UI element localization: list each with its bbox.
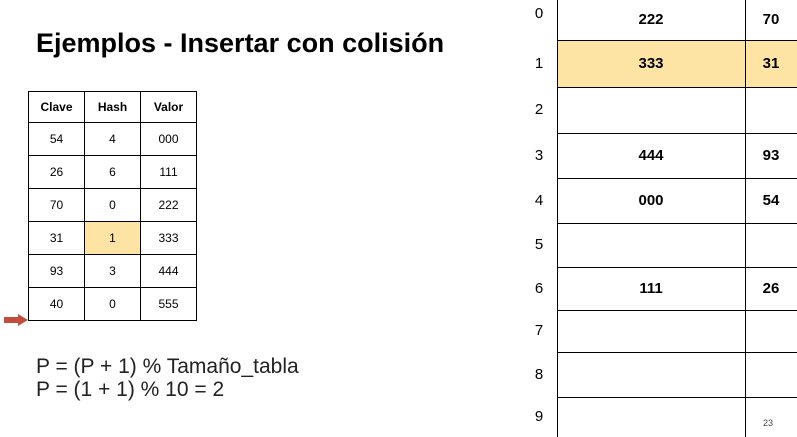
cell-valor: 111 — [140, 155, 197, 189]
cell-hash: 4 — [84, 122, 141, 156]
cell-hash: 0 — [84, 188, 141, 222]
slot-key: 93 — [762, 146, 780, 164]
slot-divider — [557, 87, 797, 88]
slot-divider — [557, 310, 797, 311]
slot-divider — [557, 267, 797, 268]
header-clave: Clave — [28, 91, 85, 123]
slot-value: 333 — [638, 54, 664, 72]
slot-key: 31 — [762, 54, 780, 72]
cell-valor: 444 — [140, 254, 197, 288]
table-header-row: Clave Hash Valor — [28, 91, 197, 123]
slot-index: 8 — [534, 365, 544, 383]
column-divider — [745, 0, 746, 437]
cell-clave: 40 — [28, 287, 85, 321]
cell-valor: 222 — [140, 188, 197, 222]
table-row: 70 0 222 — [28, 188, 197, 222]
slot-divider — [557, 223, 797, 224]
slot-divider — [557, 352, 797, 353]
cell-hash: 6 — [84, 155, 141, 189]
formula-example: P = (1 + 1) % 10 = 2 — [36, 378, 225, 401]
column-divider — [557, 0, 558, 437]
header-valor: Valor — [140, 91, 197, 123]
slot-value: 000 — [638, 191, 664, 209]
cell-clave: 31 — [28, 221, 85, 255]
slot-value: 444 — [638, 146, 664, 164]
slot-key: 70 — [762, 11, 780, 28]
cell-valor: 333 — [140, 221, 197, 255]
table-row: 54 4 000 — [28, 122, 197, 156]
cell-hash: 0 — [84, 287, 141, 321]
slot-index: 5 — [534, 236, 544, 253]
cell-clave: 70 — [28, 188, 85, 222]
slot-highlight — [558, 41, 797, 87]
page-number: 23 — [763, 418, 774, 428]
slot-index: 9 — [534, 408, 544, 425]
cell-valor: 555 — [140, 287, 197, 321]
slot-divider — [557, 40, 797, 41]
slot-index: 0 — [534, 5, 544, 22]
formula-general: P = (P + 1) % Tamaño_tabla — [36, 355, 299, 378]
cell-hash-highlighted: 1 — [84, 221, 141, 255]
right-arrow-icon — [4, 314, 28, 326]
slot-value: 222 — [638, 11, 664, 28]
header-hash: Hash — [84, 91, 141, 123]
table-row: 31 1 333 — [28, 221, 197, 255]
slot-divider — [557, 178, 797, 179]
slot-key: 54 — [762, 191, 780, 209]
cell-clave: 54 — [28, 122, 85, 156]
slot-index: 2 — [534, 101, 544, 118]
slide-title: Ejemplos - Insertar con colisión — [36, 28, 445, 58]
table-row: 26 6 111 — [28, 155, 197, 189]
key-hash-table: Clave Hash Valor 54 4 000 26 6 111 70 0 … — [28, 91, 197, 321]
slot-divider — [557, 133, 797, 134]
table-row: 93 3 444 — [28, 254, 197, 288]
slot-index: 3 — [534, 146, 544, 164]
slot-index: 4 — [534, 191, 544, 209]
cell-hash: 3 — [84, 254, 141, 288]
cell-valor: 000 — [140, 122, 197, 156]
table-row: 40 0 555 — [28, 287, 197, 321]
cell-clave: 26 — [28, 155, 85, 189]
slot-index: 6 — [534, 279, 544, 297]
cell-clave: 93 — [28, 254, 85, 288]
slot-index: 1 — [534, 54, 544, 72]
slot-key: 26 — [762, 279, 780, 297]
slot-index: 7 — [534, 322, 544, 339]
slot-value: 111 — [639, 279, 663, 297]
slot-divider — [557, 397, 797, 398]
